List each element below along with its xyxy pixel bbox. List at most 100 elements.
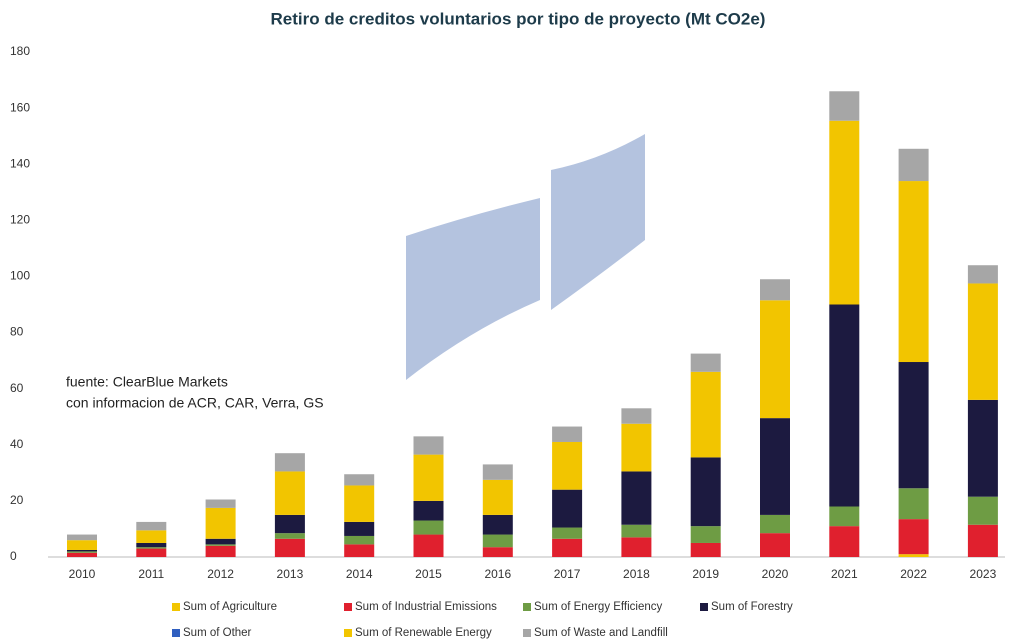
x-tick-label: 2014 (346, 567, 373, 581)
bar-segment (205, 499, 236, 508)
legend-swatch (344, 629, 352, 637)
bar-segment (413, 534, 444, 557)
annotation: con informacion de ACR, CAR, Verra, GS (66, 395, 324, 411)
y-tick-label: 100 (10, 269, 30, 283)
legend-swatch (172, 629, 180, 637)
legend-label: Sum of Other (183, 627, 252, 639)
bar-segment (898, 148, 929, 182)
bar-segment (274, 471, 305, 515)
bar-segment (621, 524, 652, 538)
bar-segment (967, 265, 998, 284)
bar-segment (829, 91, 860, 121)
bar-segment (413, 436, 444, 455)
x-tick-label: 2011 (138, 567, 164, 581)
y-tick-label: 40 (10, 437, 24, 451)
bar-segment (344, 485, 375, 522)
bar-segment (690, 371, 721, 458)
bar-segment (344, 474, 375, 486)
bar-segment (136, 521, 167, 531)
bar-segment (690, 457, 721, 527)
bar-segment (760, 300, 790, 419)
bar-segment (205, 545, 236, 557)
bar-segment (413, 500, 444, 521)
bar-segment (829, 304, 860, 507)
legend-swatch (172, 603, 180, 611)
y-tick-label: 140 (10, 156, 30, 170)
y-tick-label: 0 (10, 549, 17, 563)
x-tick-label: 2012 (207, 567, 234, 581)
bar-segment (552, 538, 583, 557)
x-tick-label: 2023 (970, 567, 997, 581)
bar-segment (344, 544, 375, 557)
x-tick-label: 2010 (69, 567, 96, 581)
bar-segment (621, 471, 652, 525)
bar-segment (136, 548, 167, 557)
y-tick-label: 20 (10, 493, 24, 507)
bar-segment (67, 552, 97, 557)
bar-segment (552, 426, 583, 442)
legend-swatch (523, 629, 531, 637)
bar-segment (760, 514, 790, 534)
bar-segment (552, 489, 583, 528)
legend-label: Sum of Forestry (711, 601, 793, 613)
bar-segment (552, 527, 583, 539)
bar-segment (690, 526, 721, 543)
bar-segment (136, 530, 167, 543)
legend-swatch (523, 603, 531, 611)
bar-segment (898, 181, 929, 363)
y-tick-label: 120 (10, 213, 30, 227)
bar-segment (482, 547, 513, 557)
bar-segment (205, 507, 236, 539)
x-tick-label: 2015 (415, 567, 442, 581)
bar-segment (898, 362, 929, 489)
x-tick-label: 2018 (623, 567, 650, 581)
legend-label: Sum of Waste and Landfill (534, 627, 668, 639)
bar-segment (552, 441, 583, 490)
bar-segment (760, 279, 790, 301)
bar-segment (829, 526, 860, 557)
bar-segment (898, 554, 929, 557)
bar-segment (829, 120, 860, 305)
bar-segment (967, 283, 998, 400)
bar-segment (967, 524, 998, 557)
bar-segment (274, 514, 305, 534)
bar-segment (344, 521, 375, 536)
bar-segment (413, 454, 444, 501)
legend-label: Sum of Energy Efficiency (534, 601, 663, 613)
chart-title: Retiro de creditos voluntarios por tipo … (271, 9, 766, 28)
bar-segment (898, 519, 929, 555)
bar-segment (760, 418, 790, 515)
bar-segment (413, 520, 444, 535)
bar-segment (274, 533, 305, 539)
bar-segment (967, 399, 998, 497)
legend-label: Sum of Agriculture (183, 601, 277, 613)
bar-segment (274, 538, 305, 557)
bar-segment (344, 535, 375, 545)
bar-segment (67, 551, 97, 553)
bar-segment (482, 514, 513, 535)
bar-segment (690, 542, 721, 557)
bar-segment (67, 540, 97, 550)
bar-segment (967, 496, 998, 525)
x-tick-label: 2016 (484, 567, 511, 581)
bar-segment (760, 533, 790, 557)
x-tick-label: 2017 (554, 567, 581, 581)
bar-segment (136, 542, 167, 548)
bar-segment (205, 538, 236, 545)
annotation: fuente: ClearBlue Markets (66, 374, 228, 390)
legend-label: Sum of Renewable Energy (355, 627, 492, 639)
bar-segment (898, 488, 929, 520)
y-tick-label: 160 (10, 100, 30, 114)
x-tick-label: 2020 (762, 567, 789, 581)
legend-swatch (700, 603, 708, 611)
bar-segment (482, 534, 513, 548)
bar-segment (621, 537, 652, 557)
bar-segment (829, 506, 860, 527)
bar-segment (482, 479, 513, 515)
bar-segment (205, 544, 236, 546)
legend-swatch (344, 603, 352, 611)
bar-segment (67, 534, 97, 541)
bar-segment (690, 353, 721, 372)
bar-segment (621, 408, 652, 424)
